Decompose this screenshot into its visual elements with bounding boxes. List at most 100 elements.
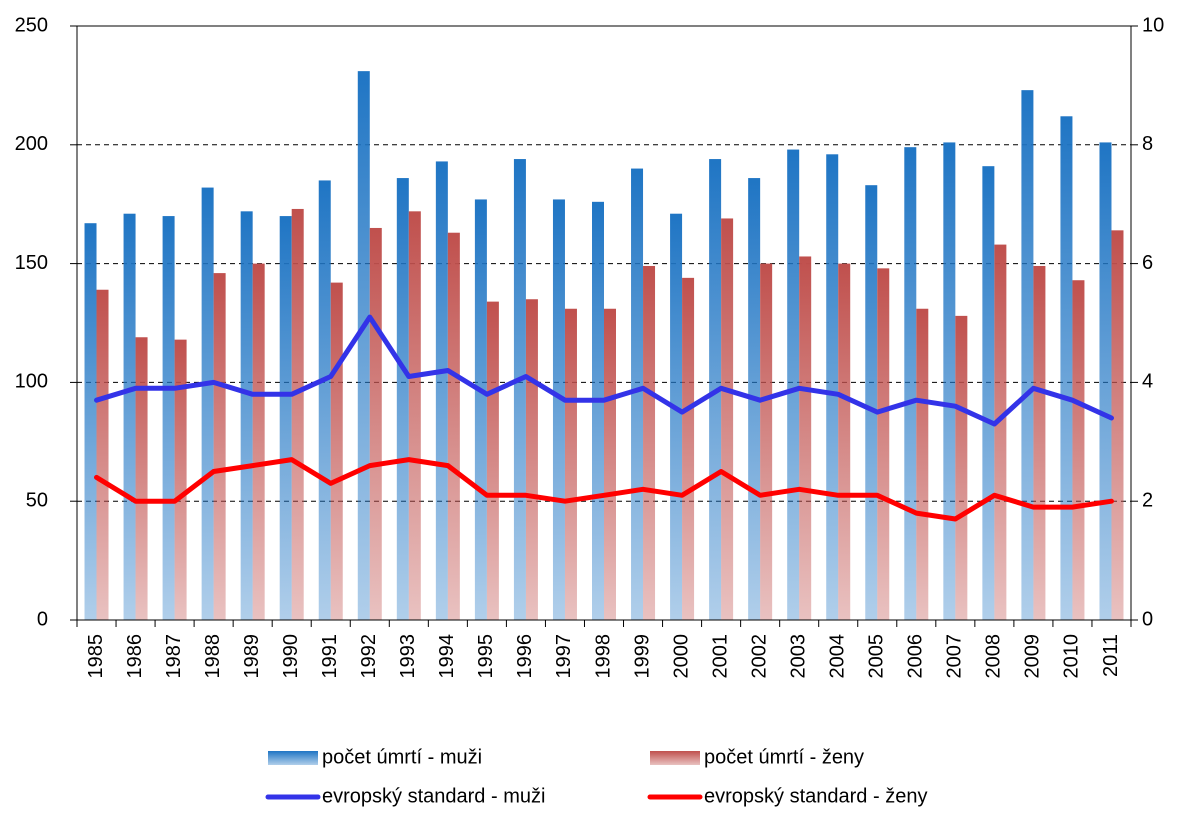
x-tick-label: 2003	[787, 634, 809, 679]
bar	[592, 201, 604, 620]
legend-label: evropský standard - muži	[322, 785, 545, 807]
bar	[396, 178, 409, 620]
bar	[916, 308, 929, 620]
bar	[447, 232, 460, 620]
x-tick-label: 1996	[514, 634, 536, 679]
bar	[955, 315, 968, 620]
bar	[84, 223, 97, 620]
bar	[174, 339, 187, 620]
x-tick-label: 2007	[944, 634, 966, 679]
bar	[631, 168, 644, 620]
x-tick-label: 2008	[983, 634, 1005, 679]
bar	[162, 216, 175, 620]
y2-tick-label: 4	[1142, 371, 1153, 393]
y2-tick-label: 8	[1142, 133, 1153, 155]
bar	[838, 263, 851, 620]
bar	[1033, 265, 1046, 620]
bar	[982, 166, 995, 620]
bar	[1072, 280, 1085, 620]
bar	[474, 199, 487, 620]
y2-tick-label: 0	[1142, 608, 1153, 630]
x-tick-label: 1985	[85, 634, 107, 679]
bar	[760, 263, 773, 620]
bar	[369, 227, 382, 620]
bar	[994, 244, 1007, 621]
bar	[123, 213, 136, 621]
x-tick-label: 1989	[241, 634, 263, 679]
bar	[682, 277, 695, 620]
bar	[435, 161, 448, 620]
x-tick-label: 2005	[866, 634, 888, 679]
bar	[213, 273, 226, 620]
y-tick-label: 50	[26, 489, 48, 511]
x-tick-label: 2004	[827, 634, 849, 679]
bar	[1021, 90, 1034, 621]
bar	[721, 218, 734, 620]
bar	[96, 289, 109, 620]
x-tick-label: 1998	[592, 634, 614, 679]
legend-swatch	[268, 751, 318, 765]
x-tick-label: 1987	[163, 634, 185, 679]
bar	[291, 208, 304, 620]
legend-label: evropský standard - ženy	[704, 785, 927, 807]
bar	[408, 211, 421, 620]
x-tick-label: 2009	[1022, 634, 1044, 679]
y2-tick-label: 2	[1142, 489, 1153, 511]
x-tick-label: 1993	[397, 634, 419, 679]
x-tick-label: 2002	[748, 634, 770, 679]
x-tick-label: 2010	[1061, 634, 1083, 679]
bar	[240, 211, 253, 620]
bar	[135, 337, 148, 620]
bar	[1111, 230, 1124, 620]
bar	[252, 263, 265, 620]
bar	[279, 216, 292, 620]
bar	[799, 256, 812, 620]
x-tick-label: 1997	[553, 634, 575, 679]
legend-label: počet úmrtí - muži	[322, 746, 482, 768]
y-tick-label: 100	[15, 371, 48, 393]
y-tick-label: 150	[15, 252, 48, 274]
bar	[330, 282, 343, 620]
y-tick-label: 0	[37, 608, 48, 630]
y2-tick-label: 10	[1142, 14, 1164, 36]
bar	[525, 299, 538, 620]
x-tick-label: 1999	[631, 634, 653, 679]
bar	[943, 142, 956, 620]
line	[94, 457, 1114, 522]
x-tick-label: 1986	[124, 634, 146, 679]
y-tick-label: 200	[15, 133, 48, 155]
x-tick-label: 1988	[202, 634, 224, 679]
line	[94, 314, 1114, 427]
bar	[552, 199, 565, 620]
bar	[643, 265, 656, 620]
x-tick-label: 1995	[475, 634, 497, 679]
x-tick-label: 1990	[280, 634, 302, 679]
bar	[357, 71, 370, 621]
bar	[1060, 116, 1073, 621]
bar	[513, 159, 526, 620]
bar	[604, 308, 616, 620]
bar	[318, 180, 331, 620]
bar	[670, 213, 683, 621]
y-tick-label: 250	[15, 14, 48, 36]
bar	[904, 147, 917, 620]
x-tick-label: 1991	[319, 634, 341, 679]
bar	[877, 268, 890, 620]
bar	[865, 185, 878, 620]
bar	[787, 149, 800, 620]
bar	[1099, 142, 1112, 620]
x-tick-label: 1992	[358, 634, 380, 679]
bar	[201, 187, 214, 620]
legend-swatch	[650, 751, 700, 765]
bar	[826, 154, 839, 620]
bar	[486, 301, 499, 620]
x-tick-label: 1994	[436, 634, 458, 679]
y2-tick-label: 6	[1142, 252, 1153, 274]
legend-label: počet úmrtí - ženy	[704, 746, 864, 768]
x-tick-label: 2006	[905, 634, 927, 679]
x-tick-label: 2000	[670, 634, 692, 679]
bar	[564, 308, 577, 620]
x-tick-label: 2001	[709, 634, 731, 679]
x-tick-label: 2011	[1100, 634, 1122, 677]
